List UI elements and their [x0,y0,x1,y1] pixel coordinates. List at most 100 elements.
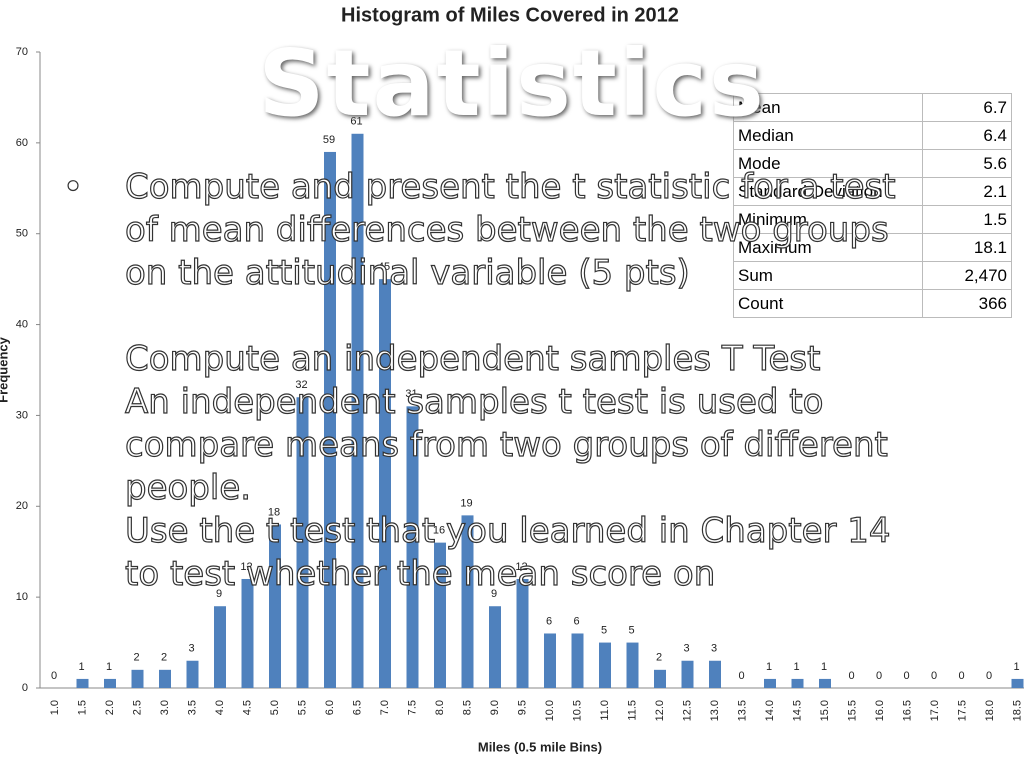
bar [709,660,721,688]
bar [819,678,831,688]
x-tick-label: 12.0 [654,700,666,721]
data-label: 3 [188,643,194,655]
data-label: 9 [216,588,222,600]
bar [461,515,474,688]
y-axis-label: Frequency [0,336,10,403]
stat-value: 18.1 [922,233,1012,262]
stats-row: Maximum 18.1 [733,233,1012,262]
data-label: 1 [821,661,827,673]
bar [324,151,336,688]
data-label: 2 [161,652,167,664]
chart-title: Histogram of Miles Covered in 2012 [341,4,679,26]
data-label: 31 [405,388,417,400]
paragraph: An independent samples t test is used to… [124,381,888,508]
data-label: 0 [931,670,937,682]
x-tick-label: 1.5 [76,700,88,715]
x-tick-label: 7.5 [406,700,418,715]
stats-row: Sum 2,470 [733,261,1012,290]
y-tick-label: 0 [22,682,28,694]
data-label: 0 [986,670,992,682]
x-tick-label: 9.5 [516,700,528,715]
bar [351,133,364,688]
x-tick-label: 18.5 [1011,700,1023,721]
bar [434,542,446,688]
x-tick-label: 14.5 [791,700,803,721]
bar [764,678,776,688]
bullet-mark: • [62,166,84,207]
data-label: 1 [766,661,772,673]
stat-name: Sum [733,261,923,290]
bar [571,633,584,688]
stat-value: 2,470 [922,261,1012,290]
x-tick-label: 2.0 [104,700,116,715]
data-label: 18 [268,506,280,518]
data-label: 45 [378,261,390,273]
data-label: 0 [848,670,854,682]
data-label: 1 [793,661,799,673]
data-label: 19 [460,497,472,509]
y-tick-label: 50 [16,228,28,240]
data-label: 2 [133,652,139,664]
x-tick-label: 8.0 [434,700,446,715]
x-tick-label: 9.0 [489,700,501,715]
data-label: 6 [573,615,579,627]
bar [296,397,309,688]
data-label: 3 [683,643,689,655]
x-tick-label: 10.5 [571,700,583,721]
x-tick-label: 13.5 [736,700,748,721]
x-tick-label: 17.5 [956,700,968,721]
x-tick-label: 17.0 [929,700,941,721]
bar [791,678,804,688]
stat-name: Minimum [733,205,923,234]
x-tick-label: 3.5 [186,700,198,715]
data-label: 59 [323,134,335,146]
bar [214,606,226,688]
bullet-text: Compute and present the t statistic for … [124,166,896,293]
x-tick-label: 5.5 [296,700,308,715]
bar [379,279,391,688]
stats-row: Minimum 1.5 [733,205,1012,234]
y-tick-label: 30 [16,409,28,421]
bar [544,633,556,688]
x-tick-label: 1.0 [49,700,61,715]
data-label: 9 [491,588,497,600]
stat-name: Maximum [733,233,923,262]
data-label: 1 [106,661,112,673]
data-label: 0 [738,670,744,682]
stats-table: Mean 6.7 Median 6.4 Mode 5.6 Standard Deviatio… [733,93,1012,318]
data-label: 0 [903,670,909,682]
data-label: 1 [1013,661,1019,673]
data-label: 1 [78,661,84,673]
stats-row: Count 366 [733,289,1012,318]
spacer [125,295,905,338]
stat-value: 5.6 [922,149,1012,178]
stat-name: Count [733,289,923,318]
x-tick-label: 5.0 [269,700,281,715]
x-tick-label: 6.5 [351,700,363,715]
bar [1011,678,1024,688]
x-tick-label: 10.0 [544,700,556,721]
stats-row: Mean 6.7 [733,93,1012,122]
y-tick-label: 40 [16,318,28,330]
x-tick-label: 4.0 [214,700,226,715]
data-label: 12 [515,561,527,573]
y-tick-label: 20 [16,500,28,512]
x-tick-label: 12.5 [681,700,693,721]
data-label: 5 [601,624,607,636]
x-tick-label: 7.0 [379,700,391,715]
bar [159,669,171,688]
y-tick-label: 10 [16,591,28,603]
stats-row: Mode 5.6 [733,149,1012,178]
bar [269,524,281,688]
bar [76,678,89,688]
x-tick-label: 15.0 [819,700,831,721]
bar [406,406,419,688]
x-tick-label: 4.5 [241,700,253,715]
bar [626,642,639,688]
data-label: 3 [711,643,717,655]
x-tick-label: 6.0 [324,700,336,715]
x-axis-label: Miles (0.5 mile Bins) [478,739,602,754]
data-label: 12 [240,561,252,573]
data-label: 5 [628,624,634,636]
bar [599,642,611,688]
